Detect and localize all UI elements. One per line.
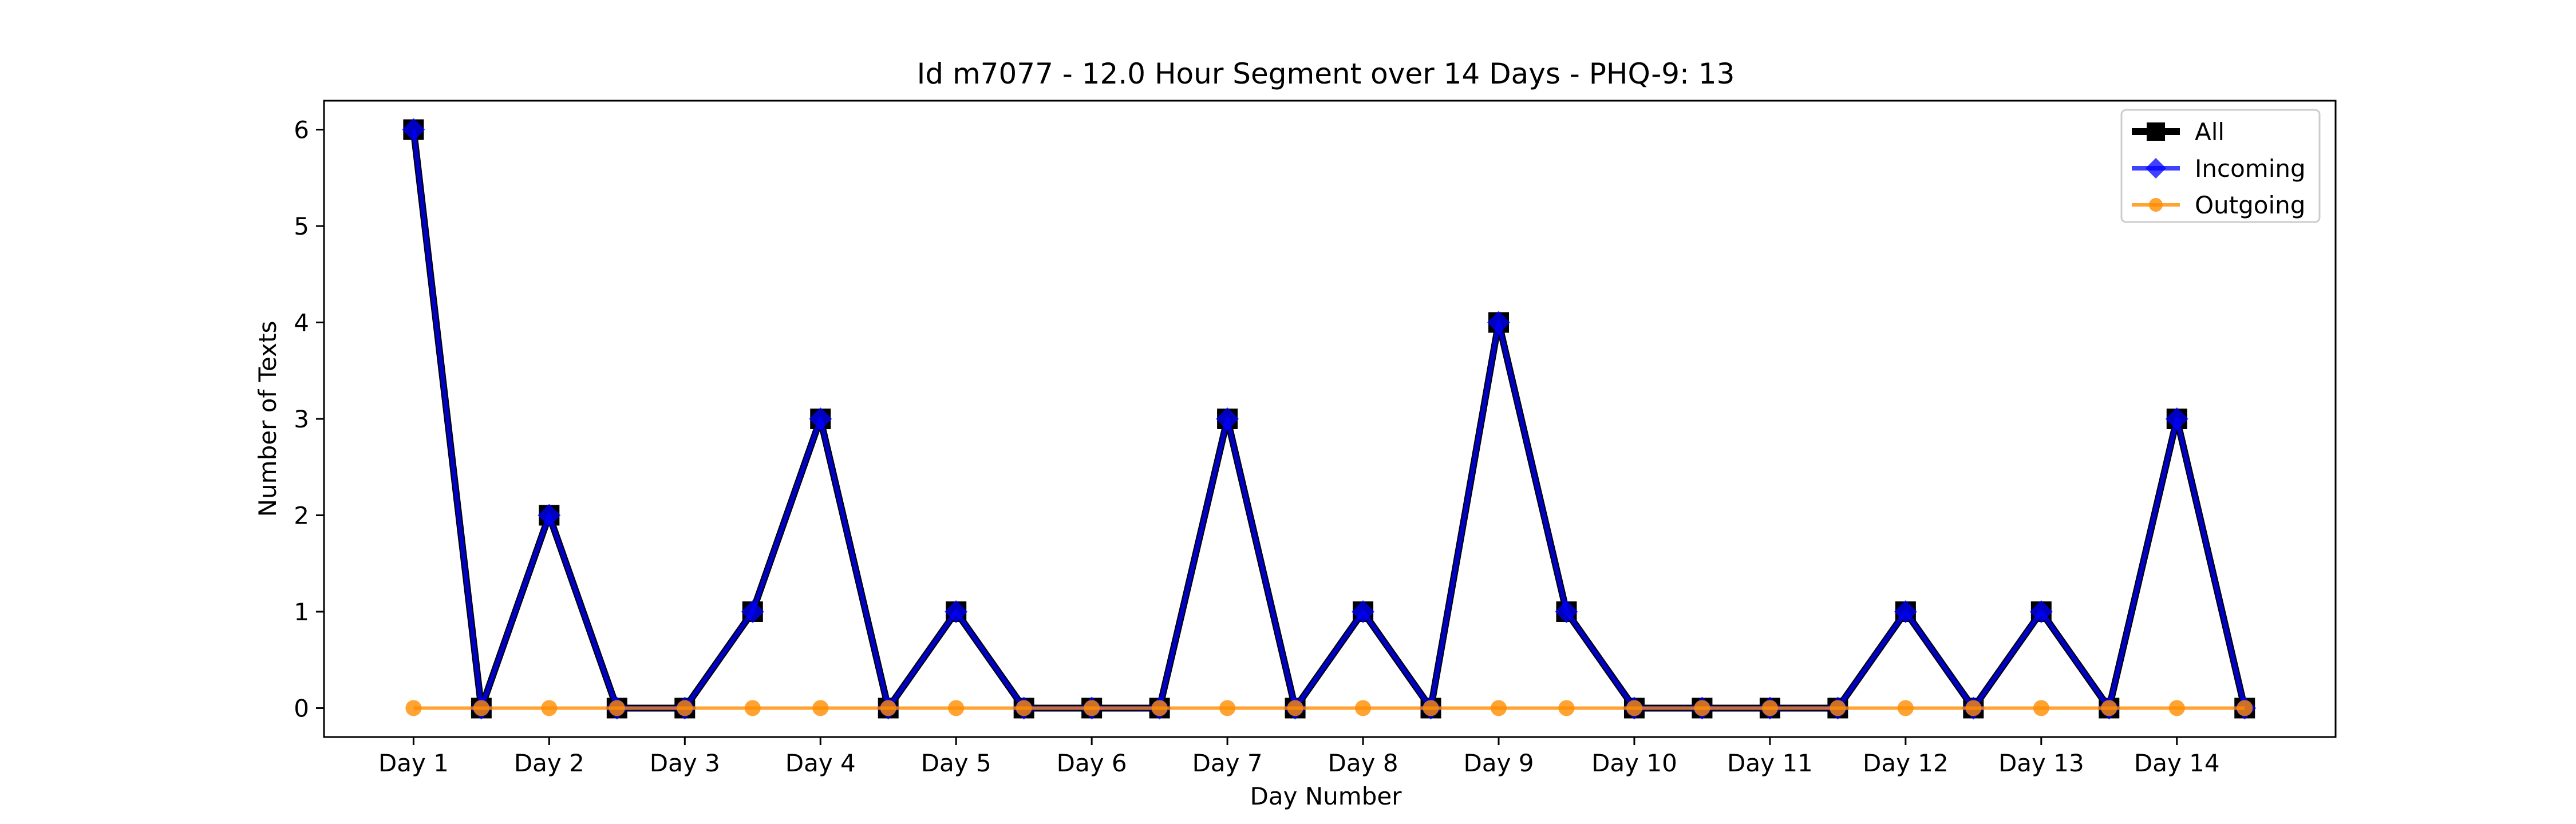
- y-tick-label: 3: [294, 405, 309, 433]
- data-point-outgoing: [1761, 700, 1778, 716]
- x-axis-label: Day Number: [1250, 782, 1402, 810]
- data-point-outgoing: [1897, 700, 1914, 716]
- legend-swatch-marker: [2149, 198, 2163, 212]
- data-point-outgoing: [744, 700, 761, 716]
- data-point-incoming: [1487, 311, 1511, 334]
- x-tick-label: Day 2: [514, 749, 584, 777]
- y-tick-label: 2: [294, 501, 309, 529]
- legend-item-all: All: [2132, 118, 2225, 146]
- chart-title: Id m7077 - 12.0 Hour Segment over 14 Day…: [917, 57, 1735, 90]
- x-tick-label: Day 13: [1998, 749, 2084, 777]
- legend-label: Outgoing: [2195, 191, 2305, 219]
- x-axis-ticks: Day 1 Day 2 Day 3 Day 4 Day 5 Day 6 Day 7 Day 8…: [378, 737, 2220, 777]
- data-point-outgoing: [1355, 700, 1372, 716]
- x-tick-label: Day 7: [1192, 749, 1263, 777]
- data-point-incoming: [2029, 600, 2053, 623]
- data-point-outgoing: [1626, 700, 1642, 716]
- x-tick-label: Day 11: [1727, 749, 1813, 777]
- x-tick-label: Day 1: [378, 749, 449, 777]
- data-point-outgoing: [405, 700, 422, 716]
- data-point-outgoing: [677, 700, 693, 716]
- x-tick-label: Day 9: [1463, 749, 1534, 777]
- y-tick-label: 5: [294, 212, 309, 240]
- x-tick-label: Day 4: [785, 749, 856, 777]
- data-point-outgoing: [541, 700, 558, 716]
- data-point-outgoing: [1219, 700, 1236, 716]
- data-point-outgoing: [609, 700, 625, 716]
- data-point-outgoing: [1287, 700, 1303, 716]
- x-tick-label: Day 12: [1863, 749, 1949, 777]
- data-point-outgoing: [473, 700, 489, 716]
- legend-item-incoming: Incoming: [2132, 154, 2306, 183]
- series-outgoing: [405, 700, 2253, 716]
- data-point-outgoing: [2237, 700, 2253, 716]
- data-point-incoming: [538, 504, 561, 527]
- data-point-incoming: [809, 407, 832, 430]
- data-point-incoming: [945, 600, 968, 623]
- plot-area-frame: [323, 100, 2337, 738]
- data-point-outgoing: [2168, 700, 2185, 716]
- y-axis-label: Number of Texts: [254, 321, 282, 517]
- y-tick-label: 1: [294, 598, 309, 626]
- data-point-outgoing: [1830, 700, 1846, 716]
- x-tick-label: Day 10: [1591, 749, 1677, 777]
- data-point-outgoing: [2101, 700, 2117, 716]
- data-point-outgoing: [948, 700, 965, 716]
- legend-label: All: [2195, 118, 2225, 146]
- y-tick-label: 0: [294, 694, 309, 722]
- data-point-incoming: [1216, 407, 1239, 430]
- legend-item-outgoing: Outgoing: [2132, 191, 2305, 219]
- data-point-outgoing: [812, 700, 829, 716]
- data-point-incoming: [741, 600, 764, 623]
- data-point-outgoing: [1423, 700, 1439, 716]
- x-tick-label: Day 14: [2134, 749, 2220, 777]
- data-point-outgoing: [1965, 700, 1982, 716]
- data-point-outgoing: [1491, 700, 1507, 716]
- y-axis-ticks: 0 1 2 3 4 5 6: [294, 116, 324, 722]
- x-tick-label: Day 3: [650, 749, 720, 777]
- x-tick-label: Day 8: [1328, 749, 1398, 777]
- series-layer: [402, 118, 2257, 720]
- legend-swatch-marker: [2147, 122, 2165, 141]
- y-tick-label: 6: [294, 116, 309, 144]
- data-point-incoming: [1555, 600, 1578, 623]
- series-line-incoming: [411, 129, 2247, 711]
- data-point-incoming: [1894, 600, 1917, 623]
- data-point-outgoing: [1084, 700, 1100, 716]
- data-point-outgoing: [880, 700, 896, 716]
- data-point-outgoing: [1694, 700, 1710, 716]
- x-tick-label: Day 5: [921, 749, 991, 777]
- data-point-outgoing: [2033, 700, 2049, 716]
- legend-swatch-marker: [2146, 158, 2166, 179]
- data-point-incoming: [1352, 600, 1375, 623]
- data-point-outgoing: [1558, 700, 1575, 716]
- legend: All Incoming Outgoing: [2120, 109, 2321, 223]
- legend-label: Incoming: [2195, 154, 2306, 183]
- data-point-outgoing: [1016, 700, 1032, 716]
- data-point-incoming: [402, 118, 425, 141]
- y-tick-label: 4: [294, 309, 309, 337]
- legend-box: [2120, 109, 2321, 223]
- x-tick-label: Day 6: [1057, 749, 1127, 777]
- data-point-incoming: [2165, 407, 2188, 430]
- data-point-outgoing: [1151, 700, 1168, 716]
